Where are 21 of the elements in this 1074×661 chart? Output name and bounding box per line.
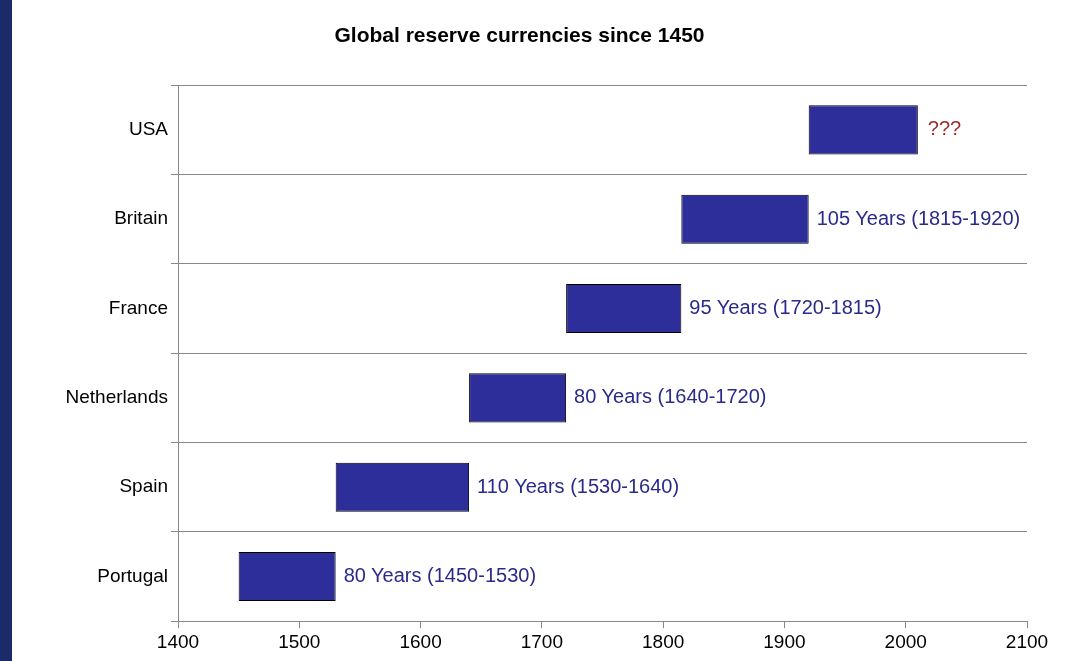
y-tick-label: Spain <box>119 475 168 497</box>
data-label: 80 Years (1640-1720) <box>574 385 767 408</box>
x-tick-label: 1600 <box>399 630 442 652</box>
data-label: 110 Years (1530-1640) <box>477 474 680 497</box>
x-tick-label: 2000 <box>884 630 927 652</box>
chart-title: Global reserve currencies since 1450 <box>334 23 705 47</box>
data-label: 105 Years (1815-1920) <box>816 206 1021 229</box>
annotation: ??? <box>927 117 962 140</box>
y-tick-label: Britain <box>114 207 168 229</box>
y-tick-label: USA <box>128 118 169 140</box>
x-tick-label: 2100 <box>1005 630 1049 652</box>
x-tick-label: 1900 <box>763 630 806 652</box>
data-label: 95 Years (1720-1815) <box>689 296 882 319</box>
x-tick-label: 1500 <box>278 630 321 652</box>
x-tick-label: 1700 <box>520 630 563 652</box>
y-tick-label: France <box>108 296 168 318</box>
data-label: 80 Years (1450-1530) <box>343 564 537 587</box>
x-tick-label: 1400 <box>156 630 200 652</box>
y-tick-label: Netherlands <box>65 386 168 408</box>
x-tick-label: 1800 <box>642 630 685 652</box>
y-tick-label: Portugal <box>97 564 168 586</box>
